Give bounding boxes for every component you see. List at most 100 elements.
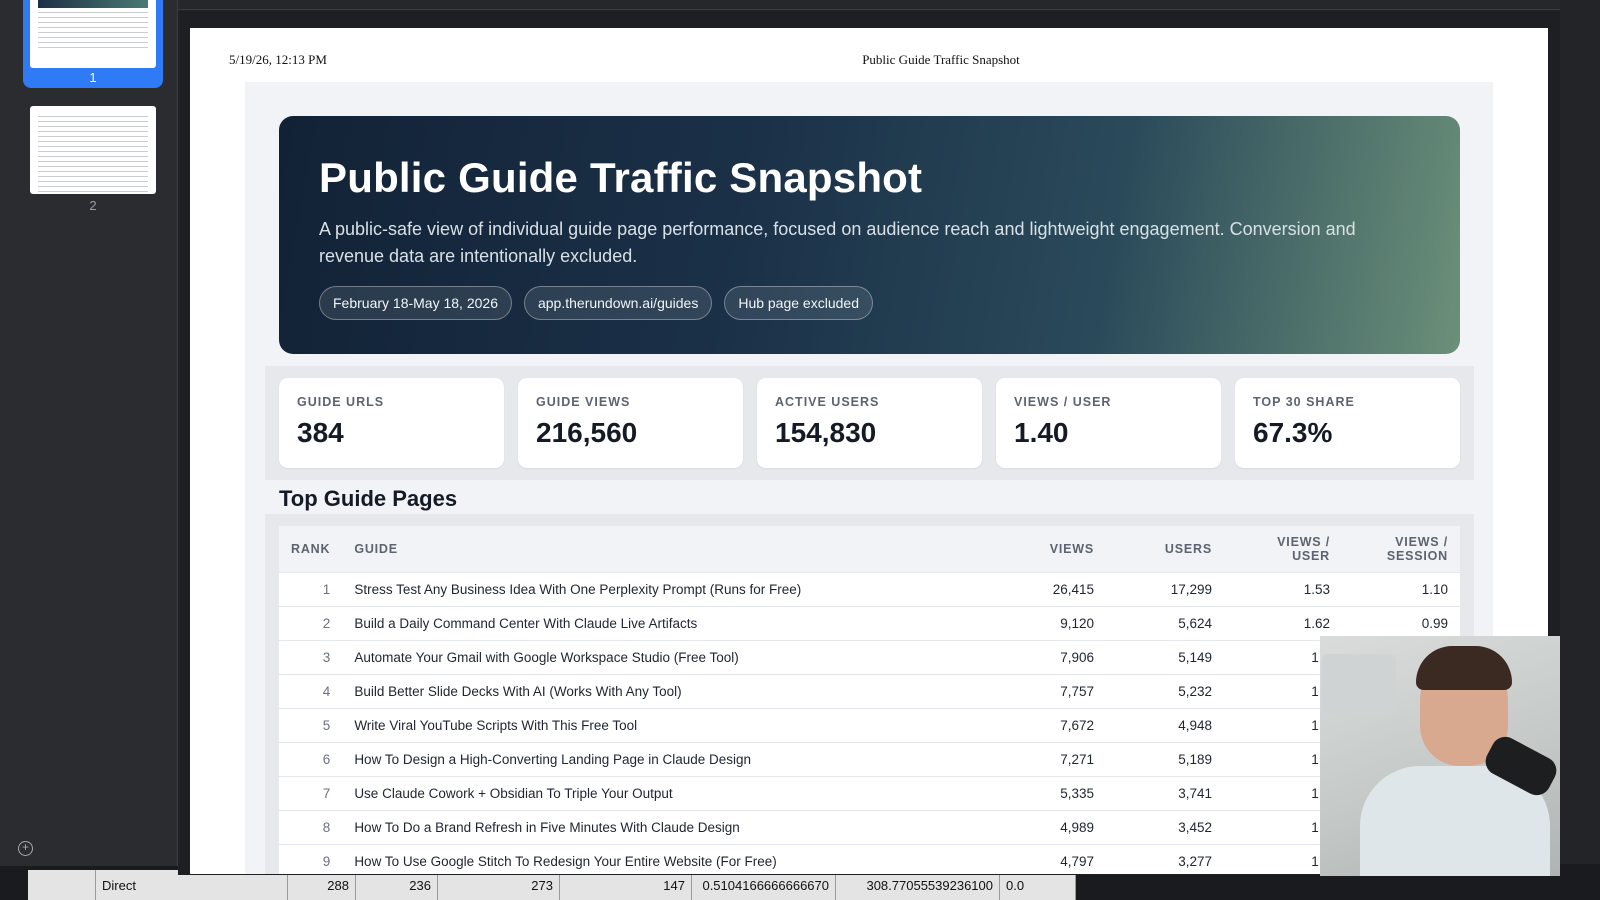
top-guides-table: RANK GUIDE VIEWS USERS VIEWS / USER VIEW… <box>279 526 1460 874</box>
sheet-cell: 288 <box>288 870 356 900</box>
hero-pills: February 18-May 18, 2026 app.therundown.… <box>319 286 873 320</box>
header-rank: RANK <box>279 526 343 572</box>
print-title: Public Guide Traffic Snapshot <box>862 52 1020 67</box>
table-header-row: RANK GUIDE VIEWS USERS VIEWS / USER VIEW… <box>279 526 1460 572</box>
report-body: Public Guide Traffic Snapshot A public-s… <box>245 82 1493 874</box>
thumbnail-line <box>38 146 148 147</box>
cell-users: 3,452 <box>1106 809 1224 844</box>
cell-rank: 4 <box>279 673 343 708</box>
kpi-label: TOP 30 SHARE <box>1253 395 1355 409</box>
cell-views: 7,271 <box>986 741 1106 776</box>
viewer-toolbar <box>178 0 1560 10</box>
cell-users: 3,741 <box>1106 775 1224 810</box>
sheet-cell: 147 <box>560 870 692 900</box>
thumbnail-line <box>38 186 148 187</box>
page-thumbnail-2[interactable] <box>30 106 156 194</box>
table-row: 2 Build a Daily Command Center With Claud… <box>279 605 1460 640</box>
table-row: 5 Write Viral YouTube Scripts With This F… <box>279 707 1460 742</box>
thumbnail-line <box>38 37 148 38</box>
date-range-pill: February 18-May 18, 2026 <box>319 286 512 320</box>
thumbnail-line <box>38 181 148 182</box>
presenter-hair <box>1416 646 1512 690</box>
cell-rank: 9 <box>279 843 343 874</box>
sheet-cell: 0.5104166666666670 <box>692 870 836 900</box>
kpi-label: VIEWS / USER <box>1014 395 1112 409</box>
header-views-per-session-line1: VIEWS / <box>1395 534 1448 549</box>
cell-views: 4,989 <box>986 809 1106 844</box>
thumbnail-line <box>38 176 148 177</box>
cell-views: 9,120 <box>986 605 1106 640</box>
table-row: 9 How To Use Google Stitch To Redesign Yo… <box>279 843 1460 874</box>
kpi-card-guide-urls: GUIDE URLS 384 <box>279 378 504 468</box>
cell-guide: How To Use Google Stitch To Redesign You… <box>342 843 986 874</box>
cell-rank: 7 <box>279 775 343 810</box>
exclusion-pill: Hub page excluded <box>724 286 873 320</box>
kpi-row: GUIDE URLS 384 GUIDE VIEWS 216,560 ACTIV… <box>265 366 1474 480</box>
kpi-card-guide-views: GUIDE VIEWS 216,560 <box>518 378 743 468</box>
cell-rank: 3 <box>279 639 343 674</box>
cell-guide: Stress Test Any Business Idea With One P… <box>342 571 986 606</box>
header-guide: GUIDE <box>342 526 986 572</box>
cell-guide: Use Claude Cowork + Obsidian To Triple Y… <box>342 775 986 810</box>
thumbnail-line <box>38 47 148 48</box>
cell-views: 7,757 <box>986 673 1106 708</box>
kpi-card-top-30-share: TOP 30 SHARE 67.3% <box>1235 378 1460 468</box>
kpi-value: 154,830 <box>775 417 877 448</box>
table-row: 4 Build Better Slide Decks With AI (Works… <box>279 673 1460 708</box>
sheet-cell: 0.0 <box>1000 870 1076 900</box>
kpi-card-views-per-user: VIEWS / USER 1.40 <box>996 378 1221 468</box>
kpi-value: 1.40 <box>1014 417 1069 448</box>
plus-circle-icon[interactable]: + <box>18 841 33 856</box>
cell-users: 3,277 <box>1106 843 1224 874</box>
kpi-label: ACTIVE USERS <box>775 395 880 409</box>
sheet-cell: 273 <box>438 870 560 900</box>
thumbnail-line <box>38 156 148 157</box>
cell-guide: Write Viral YouTube Scripts With This Fr… <box>342 707 986 742</box>
page-thumbnail-1[interactable] <box>30 0 156 68</box>
table-row: 6 How To Design a High-Converting Landing… <box>279 741 1460 776</box>
cell-guide: Build Better Slide Decks With AI (Works … <box>342 673 986 708</box>
sheet-cell: Direct <box>96 870 288 900</box>
section-title: Top Guide Pages <box>279 486 458 511</box>
cell-users: 4,948 <box>1106 707 1224 742</box>
header-users: USERS <box>1106 526 1224 572</box>
background-panel <box>1076 870 1362 900</box>
thumbnail-line <box>38 191 148 192</box>
thumbnail-line <box>38 136 148 137</box>
hero-title: Public Guide Traffic Snapshot <box>319 154 923 201</box>
thumbnail-line <box>38 141 148 142</box>
background-sheet-row: Direct 288 236 273 147 0.510416666666667… <box>28 870 1076 900</box>
cell-views-per-user: 1.62 <box>1224 605 1342 640</box>
top-guides-table-wrap: RANK GUIDE VIEWS USERS VIEWS / USER VIEW… <box>265 514 1474 874</box>
cell-views: 5,335 <box>986 775 1106 810</box>
kpi-card-active-users: ACTIVE USERS 154,830 <box>757 378 982 468</box>
cell-guide: How To Do a Brand Refresh in Five Minute… <box>342 809 986 844</box>
hero-description: A public-safe view of individual guide p… <box>319 219 1356 266</box>
table-row: 8 How To Do a Brand Refresh in Five Minut… <box>279 809 1460 844</box>
cell-users: 5,149 <box>1106 639 1224 674</box>
cell-views: 7,906 <box>986 639 1106 674</box>
table-row: 1 Stress Test Any Business Idea With One … <box>279 571 1460 606</box>
thumbnail-line <box>38 161 148 162</box>
thumbnail-line <box>38 116 148 117</box>
kpi-value: 384 <box>297 417 344 448</box>
kpi-label: GUIDE URLS <box>297 395 385 409</box>
kpi-label: GUIDE VIEWS <box>536 395 631 409</box>
kpi-value: 216,560 <box>536 417 638 448</box>
cell-users: 5,624 <box>1106 605 1224 640</box>
cell-guide: How To Design a High-Converting Landing … <box>342 741 986 776</box>
sheet-cell: 308.77055539236100 <box>836 870 1000 900</box>
cell-guide: Build a Daily Command Center With Claude… <box>342 605 986 640</box>
thumbnail-line <box>38 22 148 23</box>
cell-views-per-user: 1.53 <box>1224 571 1342 606</box>
header-views-per-session: VIEWS / SESSION <box>1342 526 1460 572</box>
sheet-cell: 236 <box>356 870 438 900</box>
hero-banner: Public Guide Traffic Snapshot A public-s… <box>279 116 1460 354</box>
thumbnail-line <box>38 12 148 13</box>
cell-rank: 1 <box>279 571 343 606</box>
table-row: 3 Automate Your Gmail with Google Workspa… <box>279 639 1460 674</box>
thumbnail-line <box>38 151 148 152</box>
url-pill: app.therundown.ai/guides <box>523 286 713 320</box>
header-views: VIEWS <box>986 526 1106 572</box>
thumbnail-line <box>38 32 148 33</box>
